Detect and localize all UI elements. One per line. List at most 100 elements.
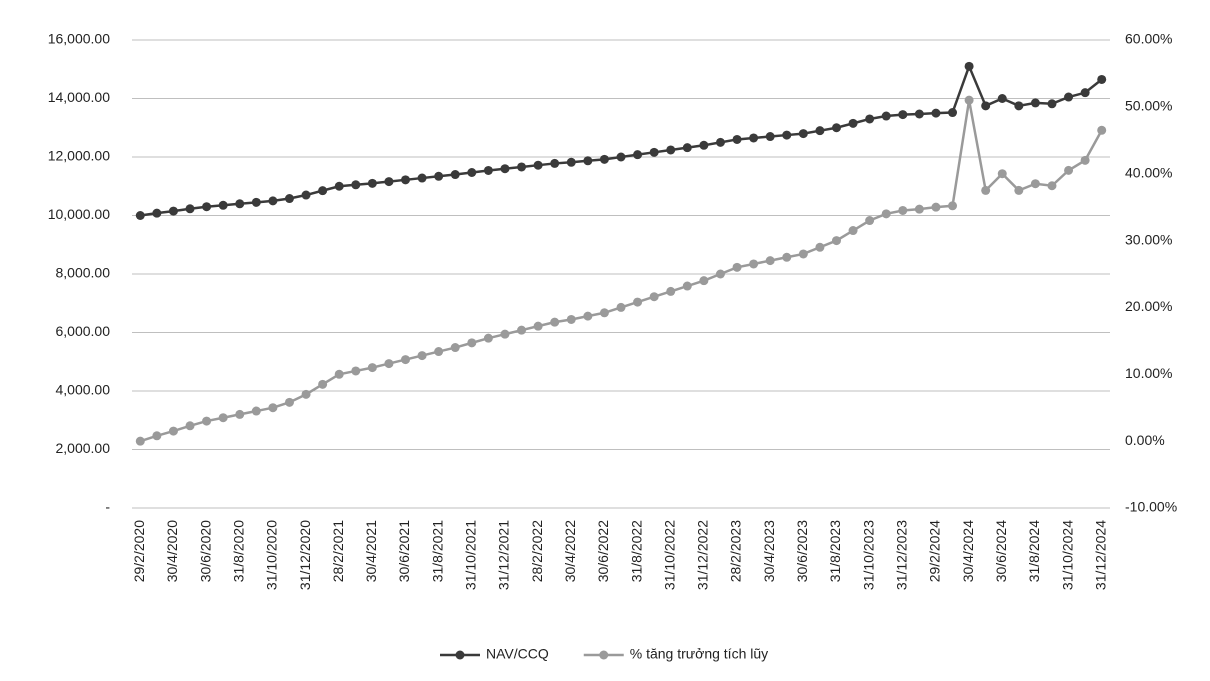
legend-label: % tăng trưởng tích lũy [630,646,768,662]
point [566,157,576,167]
point [898,110,908,120]
y2-tick-label: -10.00% [1125,499,1177,515]
x-tick-label: 30/6/2020 [197,520,213,582]
point [384,177,394,187]
point [351,180,361,190]
point [765,256,775,266]
x-tick-label: 31/10/2024 [1059,520,1075,590]
point [367,363,377,373]
y-tick-label: 12,000.00 [48,148,110,164]
point [831,123,841,133]
point [931,202,941,212]
x-tick-label: 28/2/2023 [728,520,744,582]
point [284,194,294,204]
point [948,201,958,211]
y-tick-label: 8,000.00 [56,265,111,281]
point [351,366,361,376]
point [666,145,676,155]
point [384,359,394,369]
y-tick-label: 16,000.00 [48,31,110,47]
x-tick-label: 31/12/2021 [496,520,512,590]
y-tick-label: 14,000.00 [48,89,110,105]
point [202,202,212,212]
y2-tick-label: 50.00% [1125,98,1172,114]
y-tick-label: 4,000.00 [56,382,111,398]
point [318,186,328,196]
y2-tick-label: 30.00% [1125,231,1172,247]
point [616,302,626,312]
point [202,416,212,426]
x-tick-label: 31/10/2022 [661,520,677,590]
point [865,114,875,124]
point [135,436,145,446]
point [997,94,1007,103]
point [251,197,261,207]
x-tick-label: 31/10/2023 [860,520,876,590]
point [152,208,162,218]
point [981,185,991,195]
point [1014,101,1024,111]
point [218,200,228,210]
point [749,133,759,143]
point [500,164,510,174]
point [599,154,609,164]
point [1047,99,1057,109]
point [815,242,825,252]
point [699,276,709,286]
point [434,347,444,357]
point [467,168,477,178]
point [401,355,411,365]
point [798,249,808,259]
point [251,406,261,416]
point [682,281,692,291]
point [483,165,493,175]
series-line [140,62,1103,217]
point [633,297,643,307]
point [1097,74,1107,84]
point [931,108,941,118]
point [848,226,858,236]
point [318,379,328,389]
x-tick-label: 30/6/2024 [993,520,1009,582]
point [881,111,891,121]
point [467,338,477,348]
point [301,190,311,200]
point [168,426,178,436]
point [898,205,908,215]
point [715,269,725,279]
point [1064,165,1074,175]
point [964,95,974,105]
point [450,343,460,353]
point [1080,88,1090,98]
point [500,329,510,339]
x-tick-label: 30/6/2021 [396,520,412,582]
point [583,311,593,321]
point [682,143,692,153]
point [517,325,527,335]
point [235,409,245,419]
point [185,204,195,214]
y2-tick-label: 20.00% [1125,298,1172,314]
y2-tick-label: 10.00% [1125,365,1172,381]
x-tick-label: 31/8/2024 [1026,520,1042,582]
point [964,61,974,71]
x-tick-label: 31/12/2022 [695,520,711,590]
point [268,403,278,413]
x-tick-label: 31/8/2021 [429,520,445,582]
point [1097,125,1107,135]
point [1064,92,1074,102]
point [914,109,924,119]
y-tick-label: 6,000.00 [56,323,111,339]
point [699,140,709,150]
point [334,181,344,191]
point [749,259,759,269]
point [914,204,924,214]
x-tick-label: 29/2/2020 [131,520,147,582]
y2-tick-label: 60.00% [1125,31,1172,47]
point [235,199,245,209]
series-line [139,99,1103,443]
x-tick-label: 28/2/2021 [330,520,346,582]
point [334,369,344,379]
y-tick-label: 2,000.00 [56,440,111,456]
x-tick-label: 28/2/2022 [529,520,545,582]
